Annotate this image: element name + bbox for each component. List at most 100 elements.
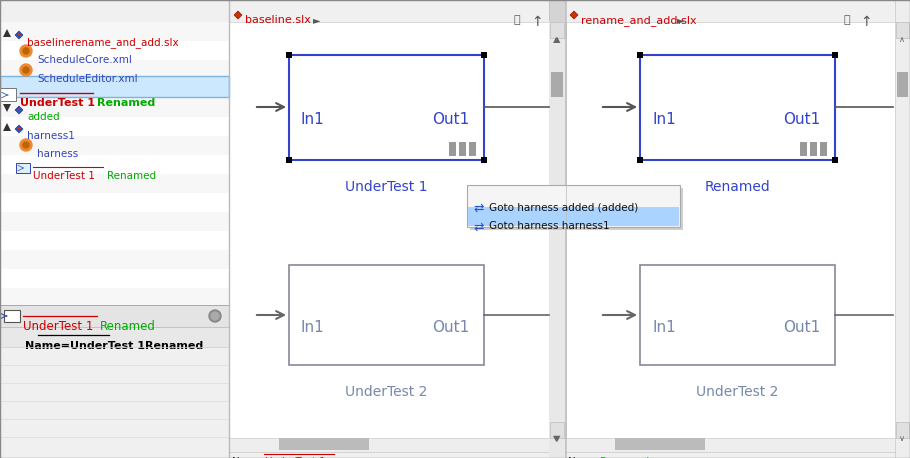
Text: UnderTest 1: UnderTest 1	[33, 171, 95, 181]
Text: ▲: ▲	[552, 35, 560, 44]
Polygon shape	[3, 123, 11, 131]
Bar	[640, 265, 835, 365]
Circle shape	[20, 45, 32, 57]
Polygon shape	[17, 108, 21, 110]
Bar	[0, 41, 229, 60]
Bar	[810, 142, 817, 156]
Text: Renamed: Renamed	[97, 98, 156, 108]
Circle shape	[20, 64, 32, 76]
Bar	[549, 22, 565, 458]
Bar	[229, 0, 566, 458]
Bar	[469, 142, 476, 156]
Polygon shape	[17, 33, 21, 35]
Bar	[0, 174, 229, 193]
Bar	[0, 22, 229, 305]
Bar	[637, 52, 643, 58]
Text: ∨: ∨	[899, 434, 905, 443]
Bar	[0, 60, 229, 79]
Bar	[565, 438, 895, 452]
Bar	[800, 142, 807, 156]
Text: baselinerename_and_add.slx: baselinerename_and_add.slx	[27, 37, 178, 48]
Text: UnderTest⋅1: UnderTest⋅1	[264, 457, 326, 458]
Bar	[896, 422, 909, 438]
Text: ↑: ↑	[860, 15, 872, 29]
Bar	[0, 136, 229, 155]
Text: Renamed: Renamed	[704, 180, 770, 194]
Text: Name: Name	[568, 457, 599, 458]
Polygon shape	[572, 13, 576, 15]
Bar	[832, 157, 838, 163]
Text: Out1: Out1	[431, 112, 469, 127]
Text: UnderTest 1: UnderTest 1	[23, 320, 94, 333]
Bar	[0, 269, 229, 288]
Polygon shape	[234, 11, 242, 19]
Polygon shape	[15, 31, 23, 39]
Bar	[0, 155, 229, 174]
Bar	[550, 22, 566, 438]
Bar	[895, 0, 910, 458]
Bar	[286, 157, 292, 163]
Bar	[896, 22, 909, 38]
Text: Renamed: Renamed	[100, 320, 156, 333]
Bar	[481, 52, 487, 58]
Text: harness1: harness1	[27, 131, 75, 141]
Text: ⇄: ⇄	[473, 202, 483, 215]
Bar	[0, 305, 229, 458]
Bar	[229, 0, 566, 22]
Text: ►: ►	[313, 15, 320, 25]
Bar	[470, 188, 683, 230]
Text: Name: Name	[232, 457, 263, 458]
Text: ►: ►	[677, 15, 684, 25]
Text: ↑: ↑	[531, 15, 542, 29]
Bar	[565, 452, 895, 458]
Circle shape	[23, 67, 29, 73]
Text: In1: In1	[652, 320, 676, 335]
Bar	[16, 163, 30, 173]
Text: Renamed: Renamed	[107, 171, 157, 181]
Text: rename_and_add.slx: rename_and_add.slx	[581, 15, 697, 26]
Bar	[0, 117, 229, 136]
Polygon shape	[15, 125, 23, 133]
Text: UnderTest 2: UnderTest 2	[345, 385, 427, 399]
Text: In1: In1	[301, 112, 325, 127]
Polygon shape	[3, 104, 11, 112]
Bar	[615, 438, 705, 450]
Text: In1: In1	[652, 112, 676, 127]
Text: ⇄: ⇄	[473, 221, 483, 234]
Bar	[0, 305, 229, 306]
Bar	[468, 207, 679, 226]
Text: ▲: ▲	[554, 35, 561, 44]
Bar	[0, 250, 229, 269]
Text: baseline.slx: baseline.slx	[245, 15, 311, 25]
Text: Goto harness harness1: Goto harness harness1	[489, 221, 610, 231]
Text: UnderTest 1: UnderTest 1	[345, 180, 428, 194]
Bar	[637, 157, 643, 163]
Bar	[229, 438, 550, 452]
Bar	[0, 193, 229, 212]
Bar	[481, 157, 487, 163]
Text: ⛓: ⛓	[843, 15, 850, 25]
Text: harness: harness	[37, 149, 78, 159]
Bar	[897, 72, 908, 97]
Circle shape	[20, 139, 32, 151]
Bar	[832, 52, 838, 58]
Bar	[549, 0, 565, 458]
Bar	[565, 0, 895, 458]
Bar	[0, 288, 229, 307]
Bar	[229, 452, 550, 458]
Bar	[289, 265, 484, 365]
Text: ▼: ▼	[554, 434, 561, 443]
Bar	[551, 72, 563, 97]
Text: Name=UnderTest 1Renamed: Name=UnderTest 1Renamed	[25, 341, 203, 351]
Bar	[459, 142, 466, 156]
Text: ▼: ▼	[552, 434, 560, 443]
Circle shape	[23, 48, 29, 54]
Text: ScheduleCore.xml: ScheduleCore.xml	[37, 55, 132, 65]
Bar	[0, 305, 229, 327]
Bar	[0, 79, 229, 98]
Bar	[551, 42, 565, 72]
Text: added: added	[27, 112, 60, 122]
Text: UnderTest 2: UnderTest 2	[696, 385, 778, 399]
Text: UnderTest 1: UnderTest 1	[20, 98, 95, 108]
Text: ScheduleEditor.xml: ScheduleEditor.xml	[37, 74, 137, 84]
